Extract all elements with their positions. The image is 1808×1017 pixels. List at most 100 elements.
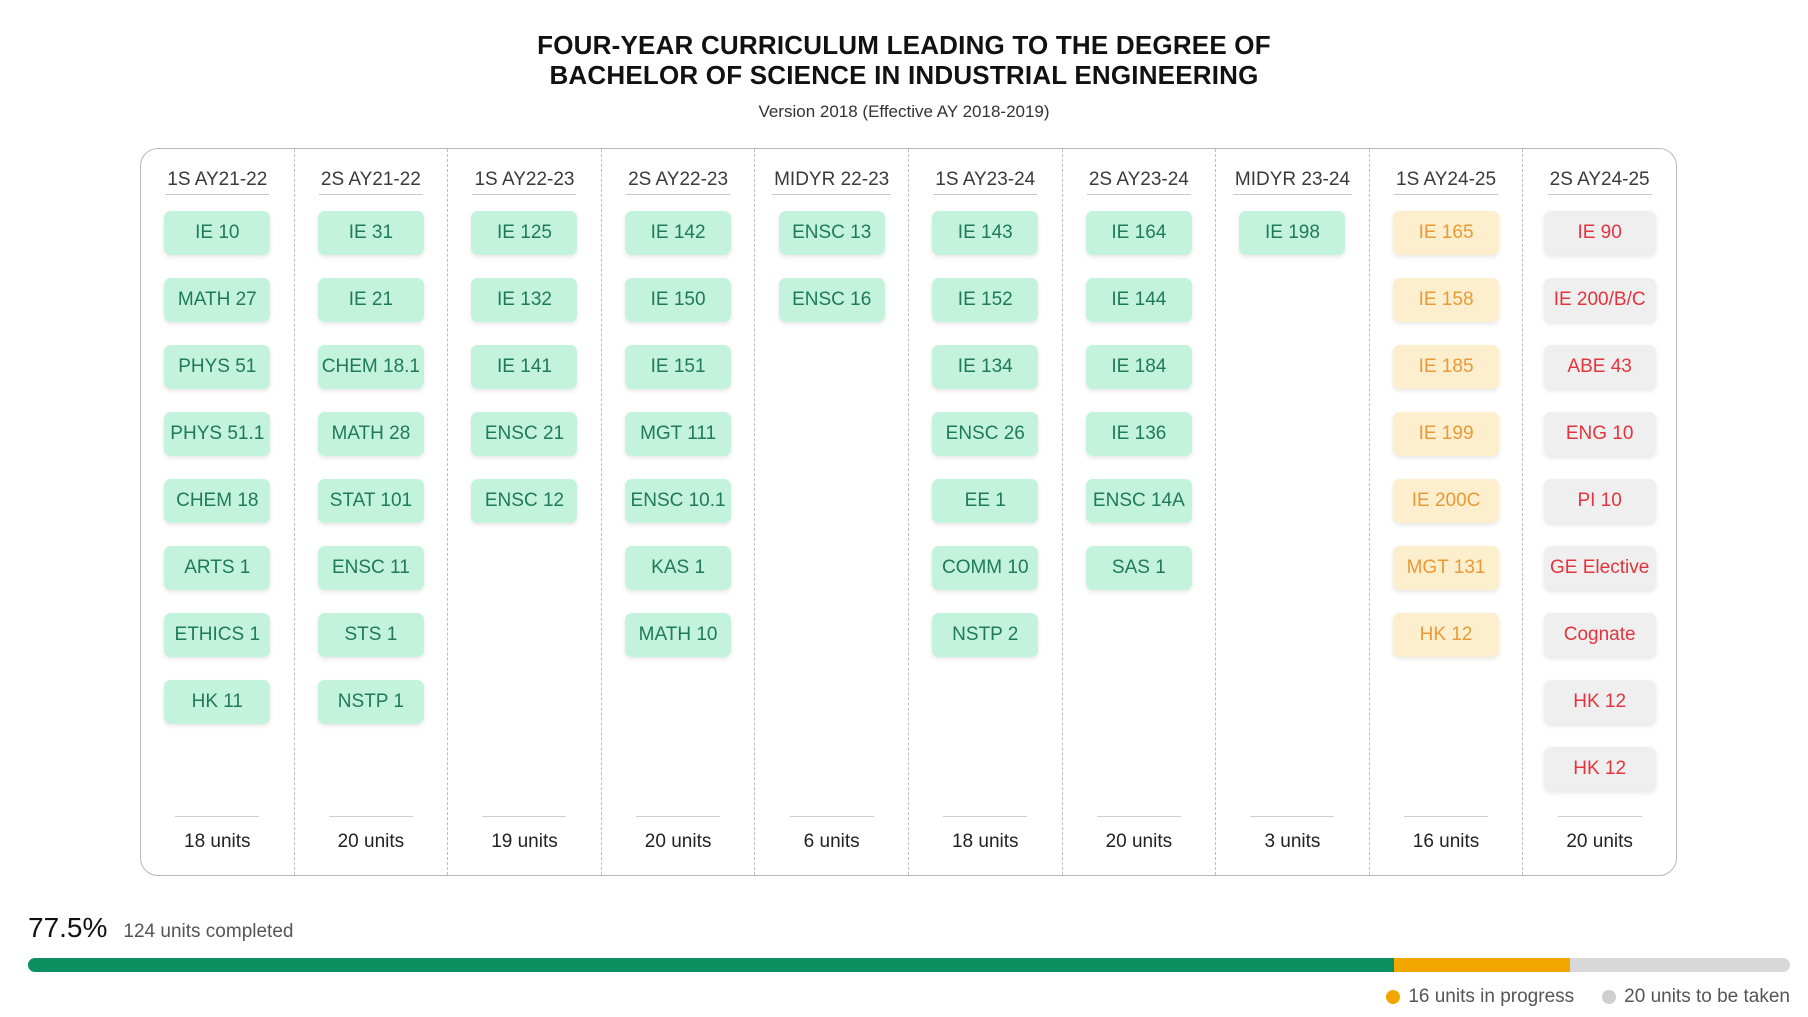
course-chip[interactable]: NSTP 2 [932,613,1039,657]
term-column: 1S AY22-23 IE 125 IE 132 IE 141 ENSC 21 ENSC … [448,149,602,875]
course-chip[interactable]: IE 10 [164,211,271,255]
term-column: 2S AY23-24 IE 164 IE 144 IE 184 IE 136 ENSC 1… [1063,149,1217,875]
term-column: 2S AY21-22 IE 31 IE 21 CHEM 18.1 MATH 28 STAT… [295,149,449,875]
term-units: 20 units [602,816,755,853]
course-chip[interactable]: ENSC 11 [317,546,424,590]
course-chip[interactable]: HK 12 [1543,680,1656,724]
course-chip[interactable]: IE 198 [1239,211,1346,255]
progress-legend: 16 units in progress 20 units to be take… [1358,986,1790,1008]
course-list: IE 10 MATH 27 PHYS 51 PHYS 51.1 CHEM 18 ARTS … [141,211,294,747]
course-chip[interactable]: PHYS 51.1 [164,412,271,456]
course-chip[interactable]: IE 31 [317,211,424,255]
term-label: 1S AY21-22 [165,169,270,195]
course-chip[interactable]: IE 132 [471,278,578,322]
course-chip[interactable]: ABE 43 [1543,345,1656,389]
term-units: 20 units [295,816,448,853]
course-chip[interactable]: MATH 27 [164,278,271,322]
curriculum-header: FOUR-YEAR CURRICULUM LEADING TO THE DEGR… [0,30,1808,122]
course-chip[interactable]: Cognate [1543,613,1656,657]
course-chip[interactable]: GE Elective [1543,546,1656,590]
term-header: MIDYR 23-24 [1216,169,1369,195]
course-chip[interactable]: ENSC 10.1 [625,479,732,523]
course-chip[interactable]: IE 151 [625,345,732,389]
course-chip[interactable]: KAS 1 [625,546,732,590]
term-units: 6 units [755,816,908,853]
course-chip[interactable]: IE 144 [1085,278,1192,322]
course-chip[interactable]: MGT 131 [1393,546,1500,590]
legend-in-progress: 16 units in progress [1386,986,1574,1008]
course-chip[interactable]: ETHICS 1 [164,613,271,657]
course-list: ENSC 13 ENSC 16 [755,211,908,345]
course-chip[interactable]: IE 152 [932,278,1039,322]
term-header: 2S AY24-25 [1523,169,1676,195]
course-chip[interactable]: ENSC 16 [778,278,885,322]
course-chip[interactable]: IE 134 [932,345,1039,389]
course-chip[interactable]: IE 185 [1393,345,1500,389]
course-chip[interactable]: HK 11 [164,680,271,724]
term-column: 2S AY22-23 IE 142 IE 150 IE 151 MGT 111 ENSC … [602,149,756,875]
course-list: IE 198 [1216,211,1369,278]
course-chip[interactable]: COMM 10 [932,546,1039,590]
course-chip[interactable]: ENG 10 [1543,412,1656,456]
course-chip[interactable]: ENSC 12 [471,479,578,523]
course-chip[interactable]: IE 142 [625,211,732,255]
course-chip[interactable]: STAT 101 [317,479,424,523]
course-chip[interactable]: STS 1 [317,613,424,657]
progress-bar [28,958,1790,972]
course-chip[interactable]: IE 150 [625,278,732,322]
term-header: MIDYR 22-23 [755,169,908,195]
course-chip[interactable]: ENSC 26 [932,412,1039,456]
term-header: 2S AY21-22 [295,169,448,195]
legend-to-take: 20 units to be taken [1602,986,1790,1008]
course-chip[interactable]: MGT 111 [625,412,732,456]
term-column: 2S AY24-25 IE 90 IE 200/B/C ABE 43 ENG 10 PI … [1523,149,1676,875]
course-chip[interactable]: IE 125 [471,211,578,255]
progress-percent: 77.5% [28,912,108,943]
course-chip[interactable]: IE 164 [1085,211,1192,255]
course-chip[interactable]: CHEM 18 [164,479,271,523]
term-header: 2S AY22-23 [602,169,755,195]
course-chip[interactable]: IE 21 [317,278,424,322]
term-column: MIDYR 23-24 IE 198 3 units [1216,149,1370,875]
course-chip[interactable]: HK 12 [1543,747,1656,791]
course-chip[interactable]: PHYS 51 [164,345,271,389]
course-chip[interactable]: CHEM 18.1 [317,345,424,389]
title-line-1: FOUR-YEAR CURRICULUM LEADING TO THE DEGR… [537,30,1271,60]
course-chip[interactable]: IE 165 [1393,211,1500,255]
course-chip[interactable]: IE 199 [1393,412,1500,456]
course-list: IE 164 IE 144 IE 184 IE 136 ENSC 14A SAS 1 [1063,211,1216,613]
course-chip[interactable]: IE 184 [1085,345,1192,389]
course-chip[interactable]: IE 200C [1393,479,1500,523]
units-completed-label: 124 units completed [123,921,294,942]
course-chip[interactable]: IE 143 [932,211,1039,255]
course-chip[interactable]: NSTP 1 [317,680,424,724]
course-chip[interactable]: ENSC 13 [778,211,885,255]
course-chip[interactable]: SAS 1 [1085,546,1192,590]
course-chip[interactable]: ARTS 1 [164,546,271,590]
course-chip[interactable]: ENSC 21 [471,412,578,456]
term-label: MIDYR 22-23 [772,169,892,195]
legend-in-progress-label: 16 units in progress [1408,986,1575,1007]
course-list: IE 125 IE 132 IE 141 ENSC 21 ENSC 12 [448,211,601,546]
course-chip[interactable]: HK 12 [1393,613,1500,657]
to-take-dot-icon [1602,990,1617,1004]
course-chip[interactable]: MATH 10 [625,613,732,657]
term-label: 2S AY22-23 [626,169,731,195]
course-chip[interactable]: IE 90 [1543,211,1656,255]
term-label: 1S AY24-25 [1394,169,1499,195]
course-chip[interactable]: IE 136 [1085,412,1192,456]
progress-bar-completed [28,958,1394,972]
term-label: 2S AY21-22 [318,169,423,195]
course-chip[interactable]: EE 1 [932,479,1039,523]
term-units: 18 units [909,816,1062,853]
course-chip[interactable]: IE 200/B/C [1543,278,1656,322]
course-chip[interactable]: MATH 28 [317,412,424,456]
course-list: IE 90 IE 200/B/C ABE 43 ENG 10 PI 10 GE Elect… [1523,211,1676,814]
course-chip[interactable]: IE 158 [1393,278,1500,322]
course-chip[interactable]: IE 141 [471,345,578,389]
course-chip[interactable]: ENSC 14A [1085,479,1192,523]
term-header: 1S AY21-22 [141,169,294,195]
term-units: 3 units [1216,816,1369,853]
term-label: 1S AY23-24 [933,169,1038,195]
course-chip[interactable]: PI 10 [1543,479,1656,523]
